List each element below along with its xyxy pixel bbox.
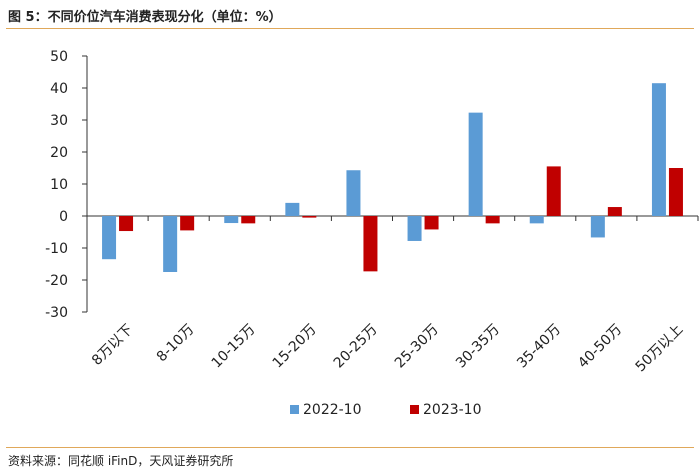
bar-2023-10-30-35万: [485, 216, 500, 224]
x-tick-label: 8-10万: [154, 322, 198, 366]
bar-2022-10-15-20万: [285, 202, 300, 216]
x-tick-label: 50万以上: [633, 322, 687, 376]
title-divider: [6, 28, 694, 29]
bar-2022-10-8万以下: [102, 216, 117, 260]
bar-2023-10-35-40万: [546, 166, 561, 216]
x-tick-label: 30-35万: [453, 322, 503, 372]
source-divider: [6, 447, 694, 448]
bar-2022-10-30-35万: [468, 112, 483, 216]
x-tick-label: 25-30万: [392, 322, 442, 372]
bar-2022-10-10-15万: [224, 216, 239, 224]
y-tick-label: 50: [50, 49, 68, 65]
bar-2022-10-40-50万: [590, 216, 605, 238]
x-axis: 8万以下 8-10万 10-15万 15-20万 20-25万 25-30万 30-35万 3…: [86, 215, 699, 376]
bar-2023-10-20-25万: [363, 216, 378, 272]
legend-label: 2022-10: [303, 402, 362, 418]
y-tick-label: 40: [50, 81, 68, 97]
source-note: 资料来源：同花顺 iFinD，天风证券研究所: [8, 454, 234, 468]
x-tick-label: 8万以下: [89, 322, 136, 369]
bar-2023-10-25-30万: [424, 216, 439, 230]
bar-2023-10-8万以下: [119, 216, 134, 232]
y-tick-label: 0: [59, 209, 68, 225]
bar-2022-10-50万以上: [651, 83, 666, 216]
bar-2023-10-8-10万: [180, 216, 195, 231]
chart-title: 图 5：不同价位汽车消费表现分化（单位：%）: [8, 10, 282, 25]
bar-2022-10-35-40万: [529, 216, 544, 224]
x-tick-label: 35-40万: [514, 322, 564, 372]
bar-2023-10-15-20万: [302, 216, 317, 218]
x-tick-label: 40-50万: [575, 322, 625, 372]
y-axis: 50 40 30 20 10 0 -10 -20 -30: [45, 49, 88, 321]
bar-2023-10-40-50万: [607, 207, 622, 216]
y-tick-label: -10: [45, 241, 68, 257]
bar-2022-10-25-30万: [407, 216, 422, 241]
bar-2023-10-50万以上: [668, 168, 683, 216]
x-tick-label: 20-25万: [331, 322, 381, 372]
bars: [102, 83, 683, 272]
legend-swatch-2023-10: [410, 405, 419, 414]
legend-swatch-2022-10: [290, 405, 299, 414]
bar-2022-10-8-10万: [163, 216, 178, 272]
y-tick-label: 10: [50, 177, 68, 193]
bar-2022-10-20-25万: [346, 170, 361, 216]
y-tick-label: -20: [45, 273, 68, 289]
legend: 2022-10 2023-10: [290, 402, 482, 418]
x-tick-label: 15-20万: [270, 322, 320, 372]
y-tick-label: -30: [45, 305, 68, 321]
legend-label: 2023-10: [423, 402, 482, 418]
y-tick-label: 30: [50, 113, 68, 129]
x-tick-label: 10-15万: [209, 322, 259, 372]
y-tick-label: 20: [50, 145, 68, 161]
bar-2023-10-10-15万: [241, 216, 256, 224]
